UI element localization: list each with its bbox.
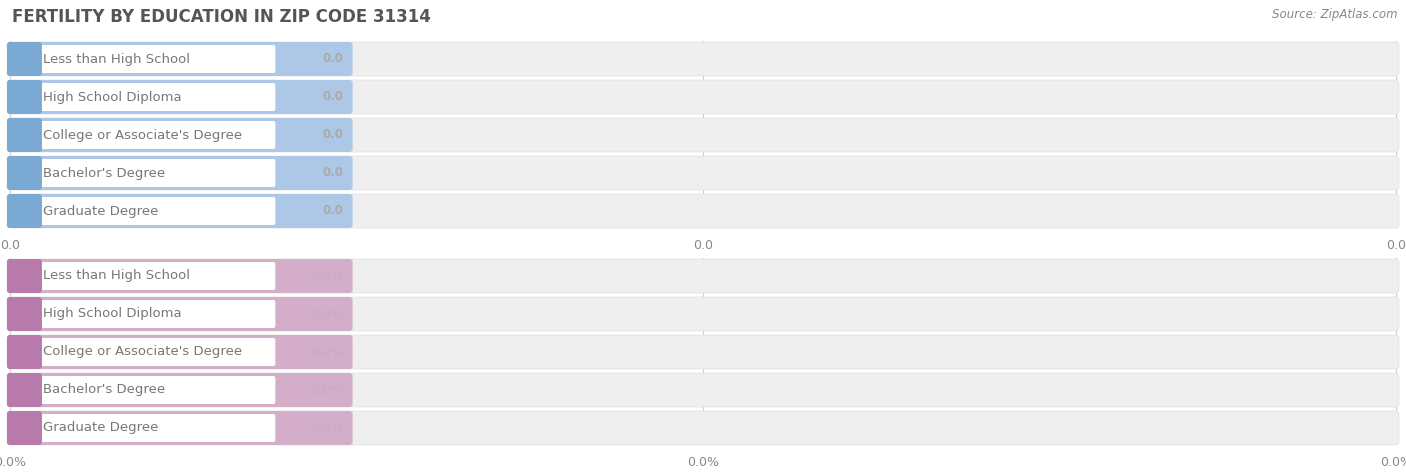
FancyBboxPatch shape [7,335,1399,369]
Text: Less than High School: Less than High School [44,53,190,66]
FancyBboxPatch shape [7,259,1399,293]
FancyBboxPatch shape [7,194,1399,228]
FancyBboxPatch shape [7,411,42,445]
Text: 0.0: 0.0 [323,205,343,218]
Text: 0.0%: 0.0% [688,456,718,469]
Text: Graduate Degree: Graduate Degree [44,205,159,218]
Text: College or Associate's Degree: College or Associate's Degree [44,345,242,359]
FancyBboxPatch shape [32,197,276,225]
Text: Bachelor's Degree: Bachelor's Degree [44,383,165,397]
Text: 0.0%: 0.0% [311,307,343,321]
FancyBboxPatch shape [7,297,353,331]
Text: 0.0%: 0.0% [311,421,343,435]
FancyBboxPatch shape [7,259,42,293]
FancyBboxPatch shape [7,411,1399,445]
FancyBboxPatch shape [32,338,276,366]
FancyBboxPatch shape [7,156,1399,190]
Text: College or Associate's Degree: College or Associate's Degree [44,129,242,142]
FancyBboxPatch shape [7,335,42,369]
FancyBboxPatch shape [7,335,353,369]
FancyBboxPatch shape [7,259,353,293]
FancyBboxPatch shape [7,156,42,190]
Text: 0.0: 0.0 [693,239,713,252]
Text: 0.0: 0.0 [323,167,343,180]
FancyBboxPatch shape [7,373,42,407]
Text: Source: ZipAtlas.com: Source: ZipAtlas.com [1272,8,1398,21]
FancyBboxPatch shape [7,42,353,76]
FancyBboxPatch shape [7,194,42,228]
Text: 0.0: 0.0 [323,129,343,142]
Text: 0.0: 0.0 [323,53,343,66]
FancyBboxPatch shape [7,373,1399,407]
FancyBboxPatch shape [32,414,276,442]
FancyBboxPatch shape [7,373,353,407]
FancyBboxPatch shape [7,194,353,228]
Text: 0.0: 0.0 [1386,239,1406,252]
FancyBboxPatch shape [7,411,353,445]
Text: 0.0%: 0.0% [1381,456,1406,469]
FancyBboxPatch shape [7,42,1399,76]
Text: 0.0%: 0.0% [0,456,25,469]
Text: 0.0%: 0.0% [311,269,343,283]
FancyBboxPatch shape [7,80,1399,114]
FancyBboxPatch shape [7,80,353,114]
FancyBboxPatch shape [32,121,276,149]
FancyBboxPatch shape [7,42,42,76]
FancyBboxPatch shape [32,83,276,111]
FancyBboxPatch shape [7,118,42,152]
Text: 0.0: 0.0 [323,91,343,104]
FancyBboxPatch shape [7,297,42,331]
FancyBboxPatch shape [32,300,276,328]
FancyBboxPatch shape [32,45,276,73]
Text: High School Diploma: High School Diploma [44,91,181,104]
FancyBboxPatch shape [32,262,276,290]
FancyBboxPatch shape [7,80,42,114]
Text: 0.0: 0.0 [0,239,20,252]
FancyBboxPatch shape [7,118,353,152]
FancyBboxPatch shape [32,376,276,404]
Text: Graduate Degree: Graduate Degree [44,421,159,435]
Text: Less than High School: Less than High School [44,269,190,283]
Text: FERTILITY BY EDUCATION IN ZIP CODE 31314: FERTILITY BY EDUCATION IN ZIP CODE 31314 [13,8,430,26]
Text: Bachelor's Degree: Bachelor's Degree [44,167,165,180]
FancyBboxPatch shape [7,118,1399,152]
FancyBboxPatch shape [32,159,276,187]
Text: 0.0%: 0.0% [311,383,343,397]
Text: High School Diploma: High School Diploma [44,307,181,321]
Text: 0.0%: 0.0% [311,345,343,359]
FancyBboxPatch shape [7,156,353,190]
FancyBboxPatch shape [7,297,1399,331]
